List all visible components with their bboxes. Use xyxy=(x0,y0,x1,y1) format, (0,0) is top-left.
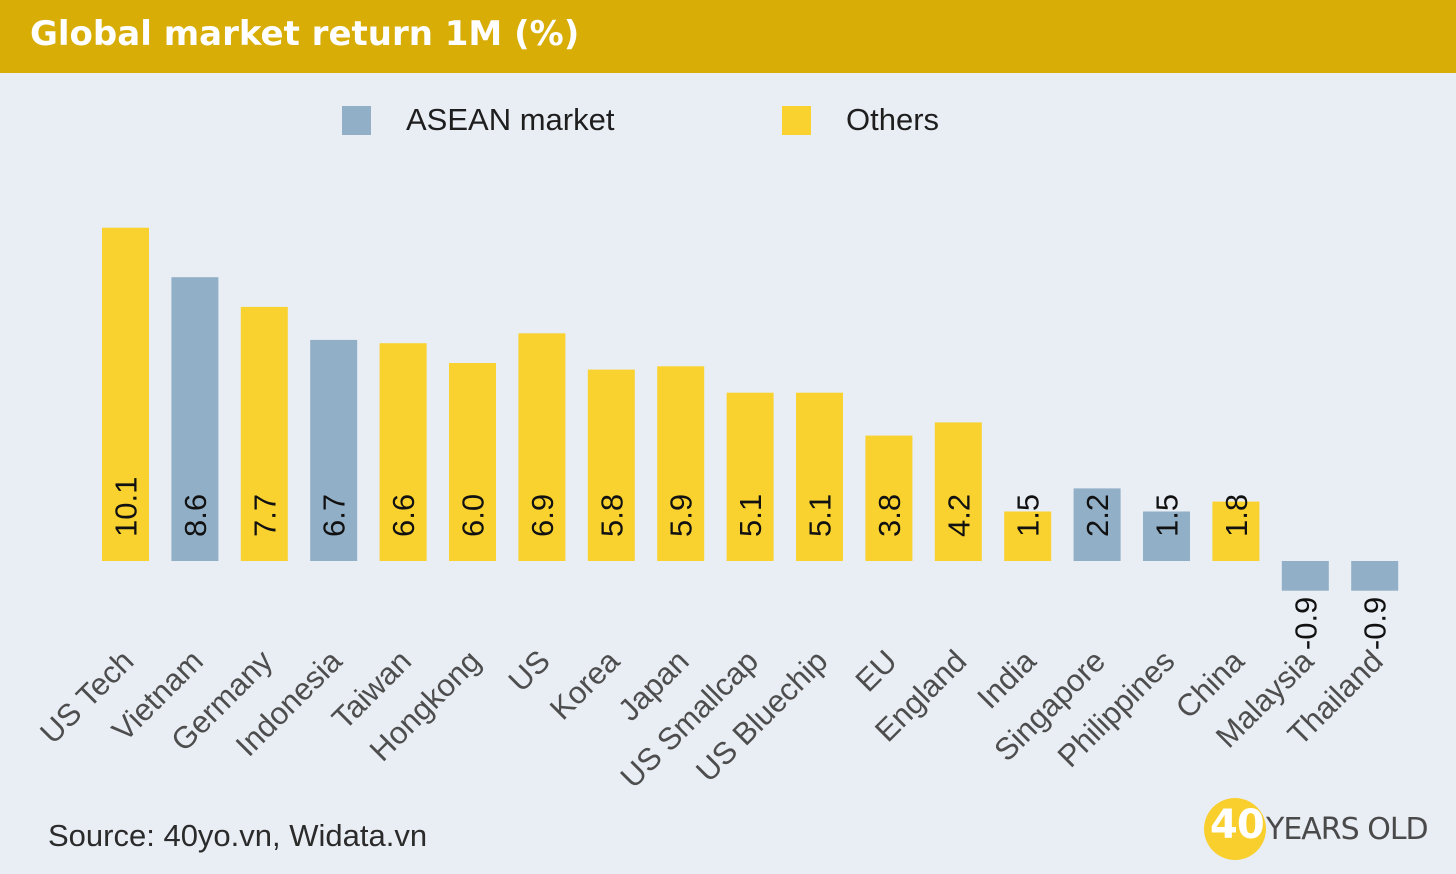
bar-hongkong xyxy=(449,363,496,561)
bar-malaysia xyxy=(1281,561,1329,591)
bar-china xyxy=(1212,501,1260,561)
category-label: Korea xyxy=(543,643,627,727)
data-label: 2.2 xyxy=(1080,494,1115,537)
legend-label-asean: ASEAN market xyxy=(406,102,615,137)
bar-england xyxy=(934,422,982,561)
logo-text: YEARS OLD xyxy=(1266,812,1429,847)
data-label: 6.9 xyxy=(525,494,560,537)
brand-logo: 40 YEARS OLD xyxy=(1204,796,1444,862)
data-label: 1.5 xyxy=(1011,494,1046,537)
bar-taiwan xyxy=(379,343,427,561)
bar-singapore xyxy=(1073,488,1121,561)
bar-us-bluechip xyxy=(796,392,843,561)
bar-indonesia xyxy=(310,339,358,561)
bar-thailand xyxy=(1351,561,1399,591)
data-label: 6.7 xyxy=(317,494,352,537)
chart-title: Global market return 1M (%) xyxy=(30,14,580,54)
data-label: 5.1 xyxy=(733,494,768,537)
logo-number: 40 xyxy=(1210,802,1265,848)
bars xyxy=(102,227,1399,591)
category-label: US xyxy=(502,643,557,698)
data-labels: 10.1 8.6 7.7 6.7 6.6 6.0 6.9 5.8 5.9 5.1 5.1 3.8 4.2… xyxy=(109,477,1393,650)
data-label: 5.9 xyxy=(664,494,699,537)
logo-circle xyxy=(1204,798,1266,860)
data-label: 8.6 xyxy=(178,494,213,537)
bar-us-tech xyxy=(102,227,149,561)
data-label: 1.8 xyxy=(1219,494,1254,537)
data-label: -0.9 xyxy=(1288,597,1323,650)
bar-us xyxy=(518,333,566,561)
bar-chart: ASEAN market Others 10.1 8.6 7.7 6.7 6.6 6.0 6.… xyxy=(33,102,1399,795)
data-label: 6.6 xyxy=(386,494,421,537)
bar-germany xyxy=(240,306,288,561)
bar-vietnam xyxy=(171,277,219,561)
legend-swatch-others xyxy=(782,106,811,135)
data-label: 5.1 xyxy=(803,494,838,537)
bar-us-smallcap xyxy=(726,392,774,561)
bar-korea xyxy=(587,369,635,561)
data-label: 10.1 xyxy=(109,477,144,537)
legend-swatch-asean xyxy=(342,106,371,135)
bar-eu xyxy=(865,435,913,561)
bar-india xyxy=(1004,511,1052,561)
data-label: 3.8 xyxy=(872,494,907,537)
data-label: 6.0 xyxy=(456,494,491,537)
data-label: 1.5 xyxy=(1150,494,1185,537)
source-note: Source: 40yo.vn, Widata.vn xyxy=(48,818,428,853)
data-label: 4.2 xyxy=(941,494,976,537)
legend-label-others: Others xyxy=(846,102,939,137)
data-label: -0.9 xyxy=(1358,597,1393,650)
title-bar: Global market return 1M (%) xyxy=(0,0,1456,73)
bar-philippines xyxy=(1143,511,1190,561)
data-label: 7.7 xyxy=(247,494,282,537)
data-label: 5.8 xyxy=(594,494,629,537)
category-labels: US TechVietnamGermanyIndonesiaTaiwanHong… xyxy=(33,643,1389,795)
legend: ASEAN market Others xyxy=(342,102,939,137)
bar-japan xyxy=(657,366,705,561)
category-label: EU xyxy=(849,643,904,698)
